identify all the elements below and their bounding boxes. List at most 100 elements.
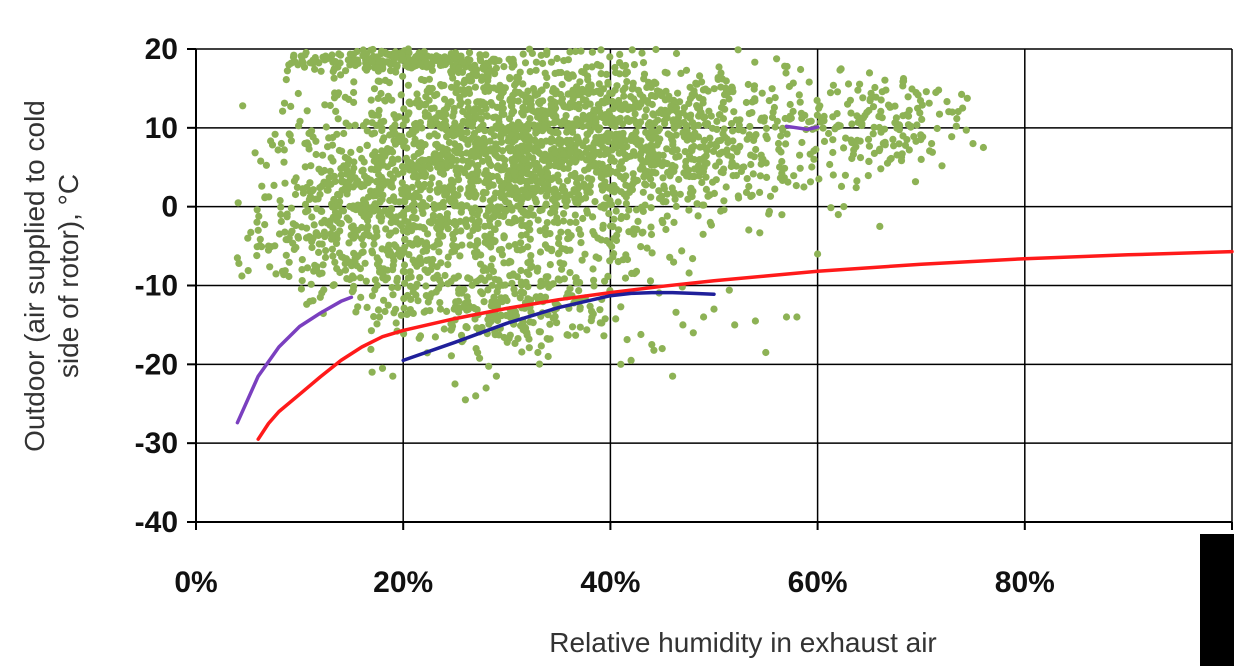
scatter-point-2124 (806, 150, 814, 158)
scatter-point-2316 (782, 140, 790, 148)
scatter-point-1614 (492, 64, 500, 72)
scatter-point-1687 (282, 76, 290, 84)
scatter-point-3017 (820, 117, 828, 125)
scatter-point-330 (280, 99, 289, 107)
scatter-point-1674 (423, 242, 431, 250)
scatter-point-2957 (549, 314, 557, 322)
scatter-point-1149 (482, 167, 490, 175)
scatter-point-1712 (837, 182, 846, 190)
scatter-point-1438 (322, 123, 330, 131)
scatter-point-2660 (341, 266, 350, 274)
scatter-point-2346 (253, 218, 261, 226)
scatter-point-2475 (416, 274, 424, 282)
scatter-point-2474 (285, 130, 293, 138)
scatter-point-722 (433, 90, 441, 98)
scatter-point-2463 (323, 180, 331, 188)
scatter-point-2396 (414, 180, 422, 188)
scatter-point-945 (647, 204, 655, 212)
scatter-point-189 (497, 138, 506, 146)
scatter-point-2244 (655, 194, 664, 202)
scatter-point-2899 (394, 283, 402, 291)
scatter-point-1607 (641, 180, 649, 188)
scatter-point-2939 (487, 302, 495, 310)
scatter-point-2307 (612, 207, 620, 215)
scatter-point-2664 (303, 224, 311, 232)
scatter-point-2709 (421, 156, 429, 165)
scatter-point-969 (532, 66, 540, 74)
scatter-point-2152 (736, 142, 744, 150)
scatter-layer (233, 45, 988, 404)
scatter-point-306 (435, 248, 443, 256)
scatter-point-1476 (451, 197, 459, 206)
scatter-point-3335 (461, 396, 469, 404)
scatter-point-2553 (257, 157, 265, 165)
scatter-point-326 (745, 226, 753, 234)
scatter-point-506 (368, 109, 376, 117)
scatter-point-2572 (331, 258, 339, 266)
scatter-point-1947 (575, 88, 583, 97)
scatter-point-1239 (563, 177, 572, 185)
scatter-point-2074 (579, 214, 587, 223)
scatter-point-2976 (375, 313, 384, 321)
scatter-point-226 (722, 183, 730, 191)
scatter-point-2606 (256, 235, 264, 243)
scatter-point-1588 (484, 240, 492, 248)
scatter-point-717 (652, 45, 660, 54)
scatter-point-2736 (352, 232, 360, 240)
scatter-point-1386 (477, 251, 485, 259)
scatter-point-2205 (690, 156, 698, 164)
scatter-point-2598 (287, 102, 295, 110)
scatter-point-1643 (422, 93, 430, 101)
scatter-point-2105 (527, 177, 535, 185)
scatter-point-1005 (381, 76, 389, 84)
scatter-point-1044 (623, 213, 631, 221)
scatter-point-3094 (948, 133, 956, 141)
x-tick-label-1: 20% (373, 566, 433, 599)
scatter-point-964 (643, 244, 651, 252)
scatter-point-2289 (776, 174, 785, 182)
scatter-point-3086 (914, 91, 922, 99)
scatter-point-2681 (375, 263, 383, 271)
scatter-point-2644 (405, 192, 414, 200)
scatter-point-1054 (517, 266, 525, 275)
scatter-point-2306 (700, 114, 708, 122)
scatter-point-1509 (482, 189, 490, 197)
scatter-point-1754 (616, 70, 624, 78)
scatter-point-3011 (865, 157, 873, 165)
scatter-point-2694 (341, 93, 349, 101)
scatter-point-2697 (278, 267, 287, 275)
scatter-point-2030 (540, 184, 549, 192)
scatter-point-2946 (525, 335, 533, 343)
scatter-point-1785 (771, 185, 779, 193)
scatter-point-1370 (417, 75, 425, 84)
scatter-point-2166 (762, 124, 771, 132)
scatter-point-3090 (864, 135, 873, 143)
scatter-point-2275 (756, 188, 764, 196)
scatter-point-2150 (778, 157, 786, 166)
scatter-point-1791 (765, 97, 773, 105)
scatter-point-1811 (543, 172, 551, 180)
scatter-point-951 (521, 222, 529, 230)
scatter-point-1769 (611, 63, 619, 72)
scatter-point-1802 (911, 178, 920, 186)
scatter-point-1360 (725, 286, 733, 294)
scatter-point-2267 (622, 61, 630, 70)
scatter-point-2317 (631, 110, 639, 118)
scatter-point-3091 (798, 138, 806, 147)
scatter-point-2568 (388, 213, 396, 221)
scatter-point-2593 (294, 233, 302, 241)
scatter-point-2216 (518, 196, 526, 204)
scatter-point-2246 (607, 201, 616, 209)
scatter-point-3109 (829, 148, 837, 157)
scatter-point-2065 (641, 113, 649, 121)
scatter-point-3022 (833, 110, 841, 118)
scatter-point-3295 (373, 64, 381, 72)
scatter-point-2088 (682, 162, 690, 171)
scatter-point-1488 (517, 231, 526, 239)
scatter-point-2069 (569, 155, 577, 163)
scatter-point-1579 (460, 79, 468, 87)
scatter-point-1630 (442, 122, 450, 130)
scatter-point-2813 (529, 319, 537, 327)
scatter-point-2964 (447, 277, 455, 286)
scatter-point-240 (477, 108, 485, 116)
